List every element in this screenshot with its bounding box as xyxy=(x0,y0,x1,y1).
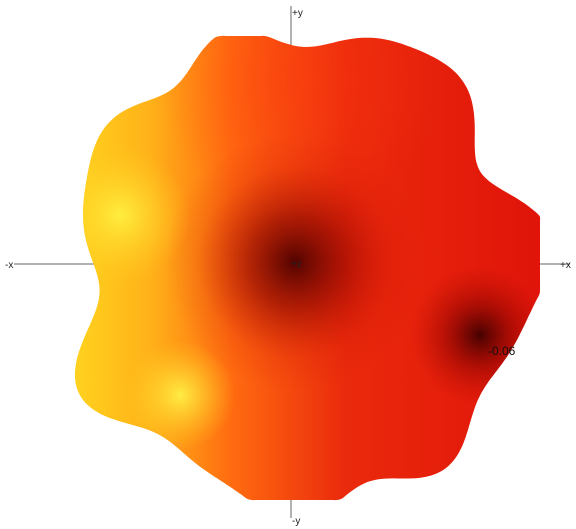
axis-label-z-pos: +z xyxy=(291,259,302,270)
axis-label-y-neg: -y xyxy=(292,516,300,527)
axis-label-y-pos: +y xyxy=(292,8,303,19)
axis-label-x-pos: +x xyxy=(560,260,571,271)
value-annotation: -0.06 xyxy=(488,344,516,358)
axis-label-x-neg: -x xyxy=(5,260,13,271)
